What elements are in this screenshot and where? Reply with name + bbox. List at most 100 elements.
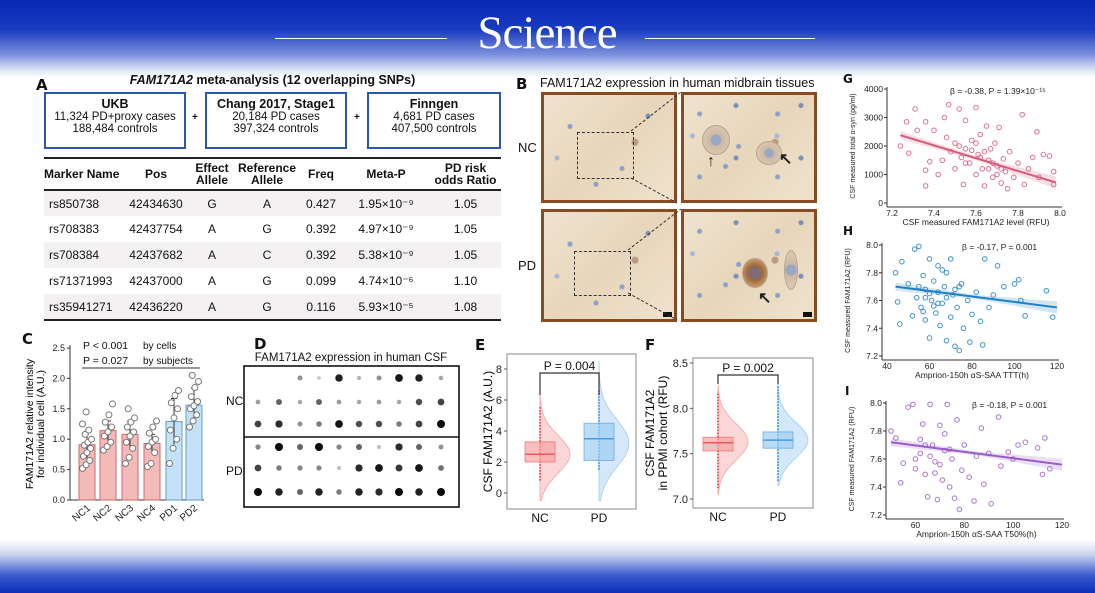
data-point xyxy=(911,246,918,252)
data-point xyxy=(922,471,929,478)
data-point xyxy=(937,461,943,468)
panel-a-title: FAM171A2 meta-analysis (12 overlapping S… xyxy=(44,73,501,87)
header-rule-left xyxy=(275,38,447,39)
data-point xyxy=(169,444,177,452)
data-point xyxy=(973,171,979,178)
vessel xyxy=(784,250,798,290)
data-point xyxy=(194,398,202,406)
data-point xyxy=(935,300,941,307)
table-row: rs708384 42437682 A C 0.392 5.38×10⁻⁹ 1.05 xyxy=(44,242,501,268)
data-point xyxy=(900,460,907,467)
x-tick-label: 8.0 xyxy=(1054,208,1066,218)
x-tick-label: 120 xyxy=(1050,361,1064,371)
y-tick-label: 0.0 xyxy=(52,495,65,505)
data-point xyxy=(935,171,942,178)
data-point xyxy=(998,463,1004,469)
regression-line xyxy=(890,441,1063,466)
y-tick-label: 2 xyxy=(496,457,502,469)
dot-blot-spot xyxy=(355,420,363,428)
dot-blot-spot xyxy=(376,399,382,405)
y-tick-label: 7.8 xyxy=(870,426,882,436)
data-point xyxy=(947,314,954,320)
stats-annotation: β = -0.18, P = 0.001 xyxy=(972,400,1047,410)
y-tick-label: 1000 xyxy=(864,170,883,180)
panel-label-e: E xyxy=(475,336,486,354)
data-point xyxy=(943,337,950,344)
data-point xyxy=(892,269,899,276)
data-point xyxy=(943,269,950,276)
journal-title: Science xyxy=(477,7,617,59)
data-point xyxy=(983,123,990,129)
data-point xyxy=(1049,314,1056,320)
data-point xyxy=(1019,111,1026,118)
data-point xyxy=(896,321,903,327)
data-point xyxy=(1034,445,1041,451)
data-point xyxy=(969,137,975,144)
col-effect-allele: Effect Allele xyxy=(190,157,234,191)
data-point xyxy=(941,114,948,121)
x-tick-label: 80 xyxy=(967,361,977,371)
pd-tissue-zoom-image: ↖ xyxy=(681,209,817,322)
x-tick-label: PD2 xyxy=(178,503,200,524)
data-point xyxy=(897,480,904,486)
dot-blot-spot xyxy=(275,420,283,428)
data-point xyxy=(922,183,929,189)
data-point xyxy=(917,436,924,443)
data-point xyxy=(109,400,116,408)
data-point xyxy=(124,405,132,413)
dot-blot-spot xyxy=(415,488,423,496)
data-point xyxy=(973,140,979,146)
panel-label-a: A xyxy=(36,76,48,94)
data-point xyxy=(990,292,997,298)
cohort-name: Finngen xyxy=(409,97,459,111)
box-nc xyxy=(524,441,556,463)
data-point xyxy=(82,408,90,416)
data-point xyxy=(147,460,155,468)
y-axis-label: CSF measured total α-syn (pg/ml) xyxy=(850,93,857,198)
arrow-icon: ↑ xyxy=(707,153,715,170)
data-point xyxy=(930,278,937,284)
x-tick-label: 60 xyxy=(911,520,921,530)
y-axis-label: CSF FAM171A2 xyxy=(643,389,657,476)
plus-sign: + xyxy=(354,112,360,123)
data-point xyxy=(905,404,911,411)
dot-blot-spot xyxy=(255,444,261,450)
data-point xyxy=(894,299,901,305)
data-point xyxy=(932,459,938,465)
dot-blot-spot xyxy=(297,375,303,381)
data-point xyxy=(86,456,94,464)
data-point xyxy=(956,347,963,354)
dot-blot-spot xyxy=(415,398,423,406)
data-point xyxy=(930,303,937,309)
data-point xyxy=(916,243,922,250)
data-point xyxy=(920,272,926,279)
x-tick-label: NC1 xyxy=(71,503,94,525)
dot-blot-spot xyxy=(356,444,362,450)
dot-blot-spot xyxy=(437,488,445,496)
table-cell: rs708383 xyxy=(49,222,100,236)
dot-blot-spot xyxy=(335,420,343,428)
x-tick-label: 100 xyxy=(1007,361,1021,371)
data-point xyxy=(927,401,933,408)
data-point xyxy=(973,289,980,295)
data-point xyxy=(964,297,971,304)
table-cell: A xyxy=(207,274,216,288)
dot-blot-spot xyxy=(416,444,422,450)
x-tick-label: 40 xyxy=(882,361,892,371)
data-point xyxy=(912,106,918,112)
table-cell: 0.392 xyxy=(300,242,342,268)
data-point xyxy=(1015,276,1022,283)
table-cell: 42437682 xyxy=(122,242,190,268)
data-point xyxy=(123,423,131,431)
data-point xyxy=(189,417,197,425)
col-reference-allele: Reference Allele xyxy=(234,157,300,191)
y-tick-label: 7.2 xyxy=(866,351,878,361)
data-point xyxy=(922,167,929,174)
data-point xyxy=(939,267,946,273)
regression-line xyxy=(895,285,1058,309)
cohort-box-finngen: Finngen 4,681 PD cases 407,500 controls xyxy=(367,92,501,149)
y-tick-label: 8.0 xyxy=(673,403,688,415)
data-point xyxy=(1050,168,1057,175)
table-cell: rs71371993 xyxy=(49,274,113,288)
